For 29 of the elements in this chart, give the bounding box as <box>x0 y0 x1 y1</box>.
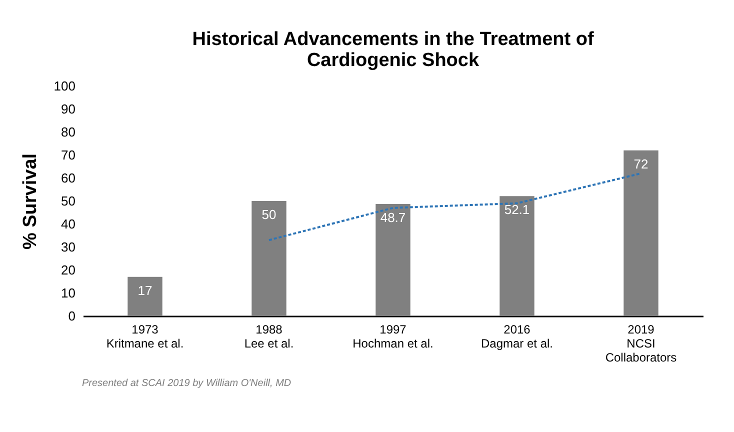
y-tick-label: 50 <box>61 194 76 208</box>
data-label: 48.7 <box>380 210 406 225</box>
y-tick-label: 30 <box>61 240 76 254</box>
data-label: 52.1 <box>504 202 530 218</box>
y-tick-label: 0 <box>68 308 76 324</box>
x-tick-label: 2019 NCSI Collaborators <box>605 322 677 364</box>
x-tick-label: 1973 Kritmane et al. <box>106 322 184 350</box>
y-tick-label: 90 <box>61 102 76 116</box>
y-tick-label: 70 <box>61 148 76 162</box>
bar <box>376 204 410 316</box>
chart-title: Historical Advancements in the Treatment of Cardiogenic Shock <box>192 29 594 71</box>
y-tick-label: 100 <box>54 78 76 94</box>
x-tick-label: 2016 Dagmar et al. <box>480 322 554 350</box>
text: Presented at SCAI 2019 by William O'Neill, MD <box>82 378 292 389</box>
y-tick-label: 60 <box>61 170 76 186</box>
x-tick-label: 1988 Lee et al. <box>244 322 294 350</box>
y-tick-label: 80 <box>61 124 76 140</box>
y-axis-title: % Survival <box>20 153 41 250</box>
bar <box>624 150 658 316</box>
bar <box>128 276 162 316</box>
data-label: 50 <box>262 207 276 222</box>
bar <box>252 201 286 316</box>
y-tick-label: 20 <box>61 262 76 278</box>
y-tick-label: 40 <box>61 216 76 232</box>
data-label: 17 <box>138 282 152 298</box>
y-tick-label: 10 <box>61 286 76 300</box>
data-label: 72 <box>634 156 648 172</box>
bar <box>500 196 534 316</box>
x-tick-label: 1997 Hochman et al. <box>352 322 434 350</box>
